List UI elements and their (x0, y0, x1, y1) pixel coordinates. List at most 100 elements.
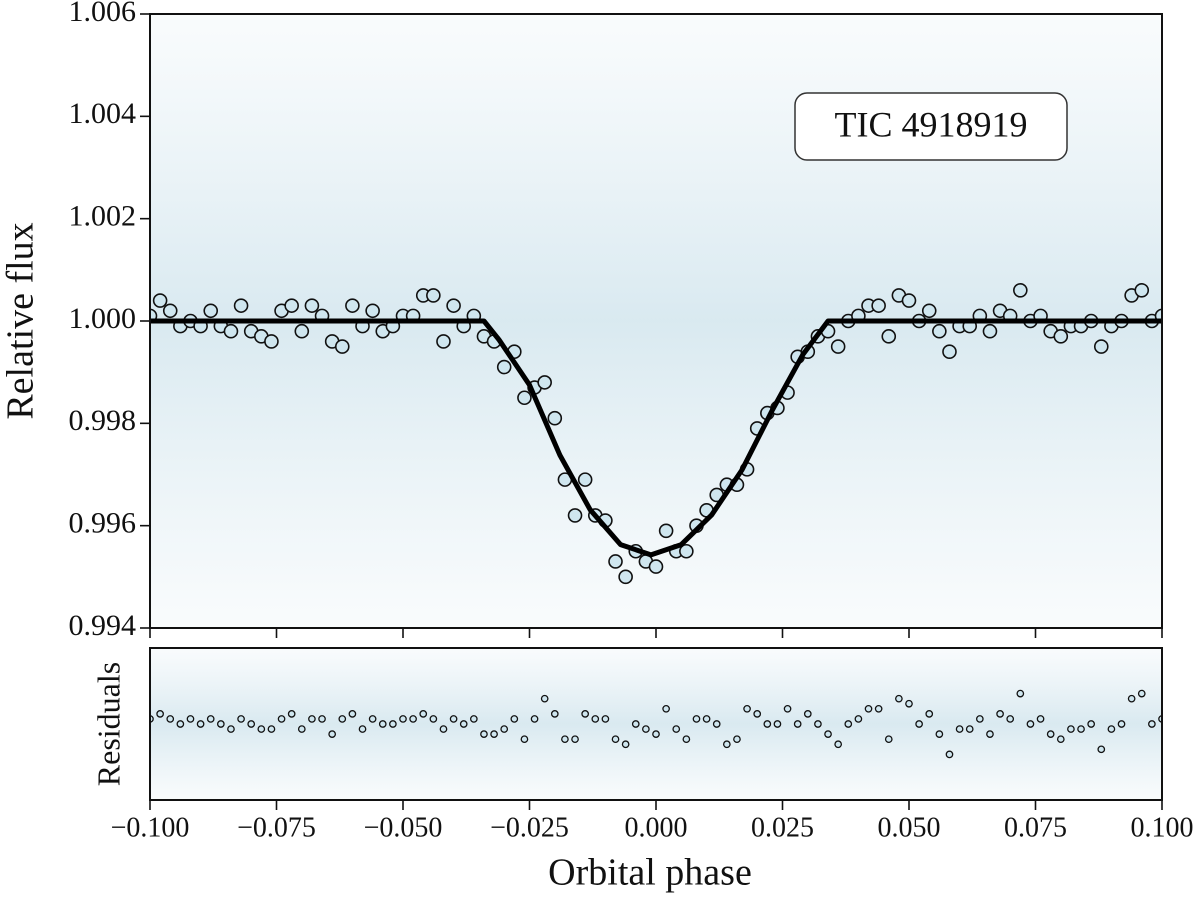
panel (150, 689, 1162, 759)
y-tick-label: 0.996 (69, 507, 137, 540)
data-point (297, 725, 306, 733)
data-point (1016, 689, 1025, 698)
data-point (186, 715, 195, 723)
data-point (540, 694, 549, 703)
data-point (308, 715, 316, 723)
data-point (547, 410, 563, 426)
data-point (449, 715, 458, 723)
plot-layer: 1.006 1.004 1.002 1.000 0.998 0.996 0.994 −0.10… (69, 0, 1194, 843)
data-point (895, 694, 903, 703)
data-point (753, 710, 762, 718)
data-point (1013, 282, 1028, 298)
annotation: TIC 4918919 (835, 104, 1028, 144)
data-point (510, 715, 519, 723)
data-point (642, 725, 650, 733)
data-point (304, 298, 320, 313)
x-tick-label: 0.025 (751, 812, 814, 843)
data-point (439, 725, 448, 733)
y-tick-label: 1.002 (69, 200, 137, 233)
data-point (648, 559, 664, 574)
data-point (581, 710, 590, 718)
data-point (365, 303, 380, 319)
data-point (854, 715, 863, 723)
y-tick-label: 0.994 (69, 609, 137, 642)
x-tick-label: 0.075 (1004, 812, 1067, 843)
data-point (152, 293, 168, 308)
data-point (1053, 329, 1069, 344)
data-point (1097, 745, 1106, 754)
data-point (601, 715, 610, 723)
data-point (1087, 720, 1096, 728)
data-point (679, 543, 694, 559)
data-point (287, 710, 296, 718)
data-point (915, 720, 923, 728)
data-point (345, 298, 360, 313)
data-point (945, 750, 954, 759)
data-point (975, 715, 984, 723)
data-point (490, 730, 498, 738)
x-tick-label: −0.025 (490, 812, 569, 843)
data-point (284, 298, 299, 313)
data-point (500, 725, 509, 733)
data-point (389, 720, 397, 728)
data-point (733, 735, 741, 744)
data-point (874, 704, 883, 713)
data-point (965, 725, 974, 733)
data-point (338, 715, 347, 723)
data-point (368, 715, 377, 723)
x-tick-label: −0.100 (111, 812, 190, 843)
data-point (264, 334, 279, 349)
data-point (692, 715, 701, 723)
data-point (223, 323, 239, 339)
data-point (233, 298, 249, 313)
data-point (1093, 339, 1109, 354)
data-point (567, 508, 583, 523)
panel (150, 282, 1162, 585)
data-point (955, 725, 964, 733)
data-point (162, 303, 178, 319)
data-point (480, 730, 488, 738)
data-point (550, 710, 559, 718)
data-point (1148, 720, 1156, 728)
data-point (496, 359, 512, 375)
data-point (814, 720, 822, 728)
data-point (611, 735, 620, 744)
data-point (358, 725, 367, 733)
raw-scatter-band (150, 648, 1162, 800)
data-point (196, 720, 205, 728)
data-point (608, 554, 623, 569)
residual-frame (149, 647, 1163, 801)
x-axis-label: Orbital phase (548, 852, 752, 894)
data-point (446, 298, 461, 313)
data-point (722, 740, 731, 749)
data-point (621, 740, 630, 749)
data-point (982, 323, 998, 339)
data-point (459, 720, 468, 728)
data-point (871, 298, 886, 313)
main-frame (149, 13, 1163, 629)
data-point (1134, 282, 1150, 298)
data-point (1056, 735, 1065, 744)
data-point (328, 730, 337, 738)
data-point (334, 339, 350, 354)
data-point (530, 715, 539, 723)
data-point (216, 720, 225, 728)
data-point (517, 390, 532, 406)
y-tick-label: 0.998 (69, 404, 137, 437)
annotation-box (794, 92, 1068, 161)
residual-axis-label: Residuals (90, 662, 126, 786)
data-point (986, 730, 994, 738)
y-tick-label: 1.006 (69, 0, 137, 28)
y-tick-label: 1.000 (69, 302, 137, 335)
data-point (409, 715, 417, 723)
data-point (996, 710, 1004, 718)
data-point (935, 730, 944, 738)
data-point (783, 704, 792, 713)
data-point (834, 740, 843, 749)
data-point (206, 715, 215, 723)
data-point (884, 735, 893, 744)
data-point (793, 720, 802, 728)
data-point (176, 720, 185, 728)
data-point (348, 710, 357, 718)
